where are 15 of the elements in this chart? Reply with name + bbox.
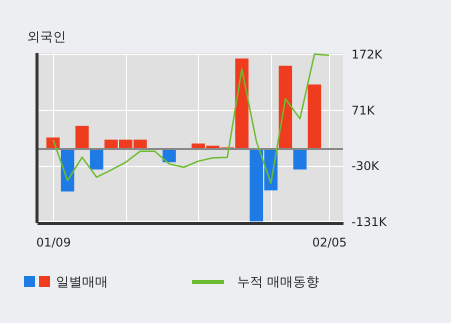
x-tick-label: 02/05 [312,236,347,250]
y-tick-label: -30K [352,159,380,174]
y-tick-label: -131K [352,214,388,229]
bar [75,126,89,150]
line-series [52,53,330,184]
legend-label: 일별매매 [56,275,108,290]
bar [308,84,322,150]
bar [278,66,292,150]
y-tick-label: 172K [352,48,384,62]
legend-label: 누적 매매동향 [237,275,320,290]
x-tick-label: 01/09 [36,236,71,250]
bar [90,149,104,170]
chart-title: 외국인 [27,30,66,45]
y-tick-label: 71K [352,103,376,118]
bar [293,149,307,170]
